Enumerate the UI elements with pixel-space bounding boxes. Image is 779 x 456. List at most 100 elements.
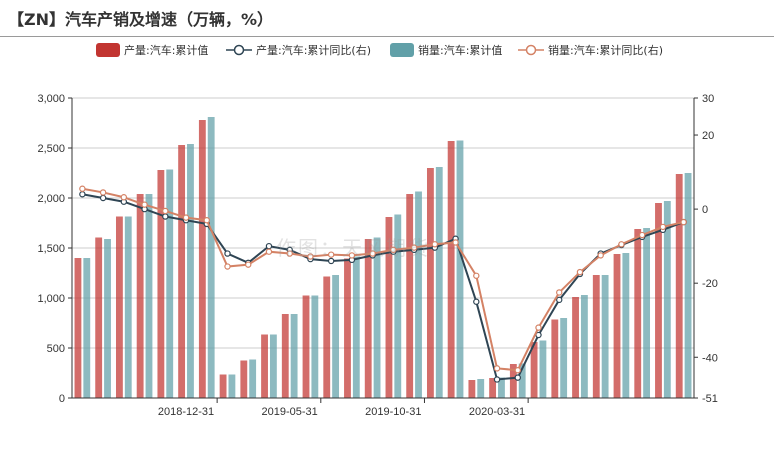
watermark: 作图：天风期货 bbox=[276, 236, 430, 260]
bar-production bbox=[281, 314, 289, 398]
bar-production bbox=[198, 120, 206, 398]
bar-sales bbox=[539, 340, 547, 398]
legend-label: 产量:汽车:累计同比(右) bbox=[256, 44, 371, 57]
bar-production bbox=[385, 217, 393, 398]
bar-sales bbox=[518, 363, 526, 398]
point-production-yoy bbox=[79, 191, 86, 198]
point-sales-yoy bbox=[618, 241, 625, 248]
y-left-tick-label: 1,500 bbox=[37, 243, 65, 255]
bar-sales bbox=[104, 239, 111, 398]
y-right-tick-label: 0 bbox=[702, 204, 708, 216]
bar-production bbox=[426, 168, 434, 398]
point-sales-yoy bbox=[327, 251, 335, 258]
point-sales-yoy bbox=[659, 223, 667, 231]
point-sales-yoy bbox=[182, 214, 190, 221]
bar-production bbox=[468, 380, 476, 398]
bar-sales bbox=[477, 379, 485, 398]
legend-item-production-yoy[interactable]: 产量:汽车:累计同比(右) bbox=[226, 42, 371, 58]
point-sales-yoy bbox=[224, 263, 231, 270]
bar-production bbox=[219, 374, 227, 398]
point-sales-yoy bbox=[493, 365, 501, 372]
bar-production bbox=[675, 174, 683, 398]
point-production-yoy bbox=[493, 376, 501, 383]
line-sales-yoy bbox=[82, 187, 684, 372]
bar-production bbox=[364, 239, 372, 398]
bar-production bbox=[261, 334, 268, 398]
bar-production bbox=[115, 216, 123, 398]
point-production-yoy bbox=[265, 242, 273, 250]
bar-production bbox=[74, 258, 82, 398]
bar-production bbox=[509, 364, 517, 398]
bar-sales bbox=[269, 334, 277, 398]
bar-sales bbox=[124, 216, 132, 398]
point-production-yoy bbox=[327, 257, 335, 265]
x-tick-label: 2018-12-31 bbox=[158, 406, 214, 418]
y-right-tick-label: 30 bbox=[702, 93, 714, 105]
bar-production bbox=[551, 319, 559, 398]
bar-production bbox=[489, 378, 497, 398]
point-sales-yoy bbox=[245, 261, 252, 268]
x-tick-label: 2020-03-31 bbox=[469, 406, 525, 418]
legend: 产量:汽车:累计值 产量:汽车:累计同比(右) 销量:汽车:累计值 销量:汽车:… bbox=[0, 40, 779, 60]
bar-sales bbox=[332, 275, 340, 398]
bar-production bbox=[178, 145, 186, 398]
bar-production bbox=[406, 194, 414, 398]
point-production-yoy bbox=[162, 213, 169, 220]
bar-sales bbox=[601, 275, 609, 398]
legend-label: 销量:汽车:累计同比(右) bbox=[548, 44, 663, 57]
legend-item-production-cumulative[interactable]: 产量:汽车:累计值 bbox=[96, 42, 208, 58]
bar-sales bbox=[580, 295, 588, 398]
bar-sales bbox=[145, 194, 153, 398]
legend-line-swatch-orange bbox=[518, 44, 544, 56]
y-left-tick-label: 2,500 bbox=[37, 143, 65, 155]
legend-label: 产量:汽车:累计值 bbox=[124, 44, 209, 57]
bar-sales bbox=[290, 314, 298, 398]
point-sales-yoy bbox=[286, 250, 293, 257]
y-right-tick-label: -40 bbox=[702, 352, 718, 364]
bar-sales bbox=[456, 140, 464, 398]
y-left-tick-label: 2,000 bbox=[37, 193, 65, 205]
legend-bar-swatch-teal bbox=[390, 43, 414, 57]
bar-production bbox=[530, 342, 538, 398]
legend-item-sales-yoy[interactable]: 销量:汽车:累计同比(右) bbox=[518, 42, 663, 58]
bar-sales bbox=[166, 169, 174, 398]
bar-production bbox=[95, 237, 103, 398]
bar-sales bbox=[498, 377, 505, 398]
point-production-yoy bbox=[99, 194, 107, 202]
point-sales-yoy bbox=[203, 217, 210, 224]
bar-production bbox=[136, 194, 144, 398]
bar-production bbox=[655, 203, 662, 398]
point-sales-yoy bbox=[265, 248, 273, 255]
point-sales-yoy bbox=[99, 189, 107, 196]
point-sales-yoy bbox=[307, 253, 314, 260]
point-sales-yoy bbox=[535, 324, 542, 331]
point-sales-yoy bbox=[390, 246, 397, 254]
bar-production bbox=[634, 229, 642, 398]
y-left-tick-label: 3,000 bbox=[37, 93, 65, 105]
bar-sales bbox=[560, 318, 568, 398]
point-production-yoy bbox=[556, 296, 563, 304]
legend-bar-swatch-red bbox=[96, 43, 120, 57]
bar-production bbox=[323, 276, 331, 398]
bar-sales bbox=[228, 374, 236, 398]
chart-title: 【ZN】汽车产销及增速（万辆，%） bbox=[8, 10, 274, 29]
point-sales-yoy bbox=[556, 289, 563, 296]
x-tick-label: 2019-10-31 bbox=[365, 406, 421, 418]
title-divider bbox=[0, 36, 774, 37]
point-sales-yoy bbox=[369, 250, 376, 257]
y-right-tick-label: 20 bbox=[702, 130, 714, 142]
bar-production bbox=[302, 295, 310, 398]
bar-production bbox=[572, 297, 579, 398]
point-sales-yoy bbox=[120, 194, 128, 201]
point-sales-yoy bbox=[514, 367, 521, 374]
bar-production bbox=[447, 141, 455, 398]
legend-item-sales-cumulative[interactable]: 销量:汽车:累计值 bbox=[390, 42, 502, 58]
bar-sales bbox=[187, 144, 194, 398]
legend-label: 销量:汽车:累计值 bbox=[418, 44, 503, 57]
bar-sales bbox=[249, 359, 257, 398]
bar-sales bbox=[684, 173, 692, 398]
point-sales-yoy bbox=[141, 201, 148, 208]
bar-production bbox=[592, 275, 600, 398]
point-sales-yoy bbox=[410, 244, 418, 251]
